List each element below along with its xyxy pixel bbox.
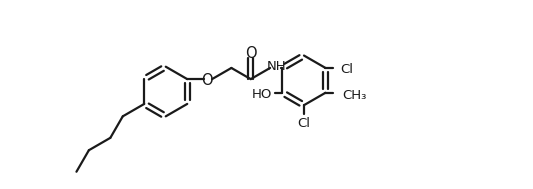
Text: O: O <box>245 46 256 61</box>
Text: O: O <box>201 73 213 88</box>
Text: CH₃: CH₃ <box>342 89 366 102</box>
Text: Cl: Cl <box>340 63 353 76</box>
Text: Cl: Cl <box>297 117 311 129</box>
Text: HO: HO <box>252 88 272 101</box>
Text: NH: NH <box>267 60 287 74</box>
